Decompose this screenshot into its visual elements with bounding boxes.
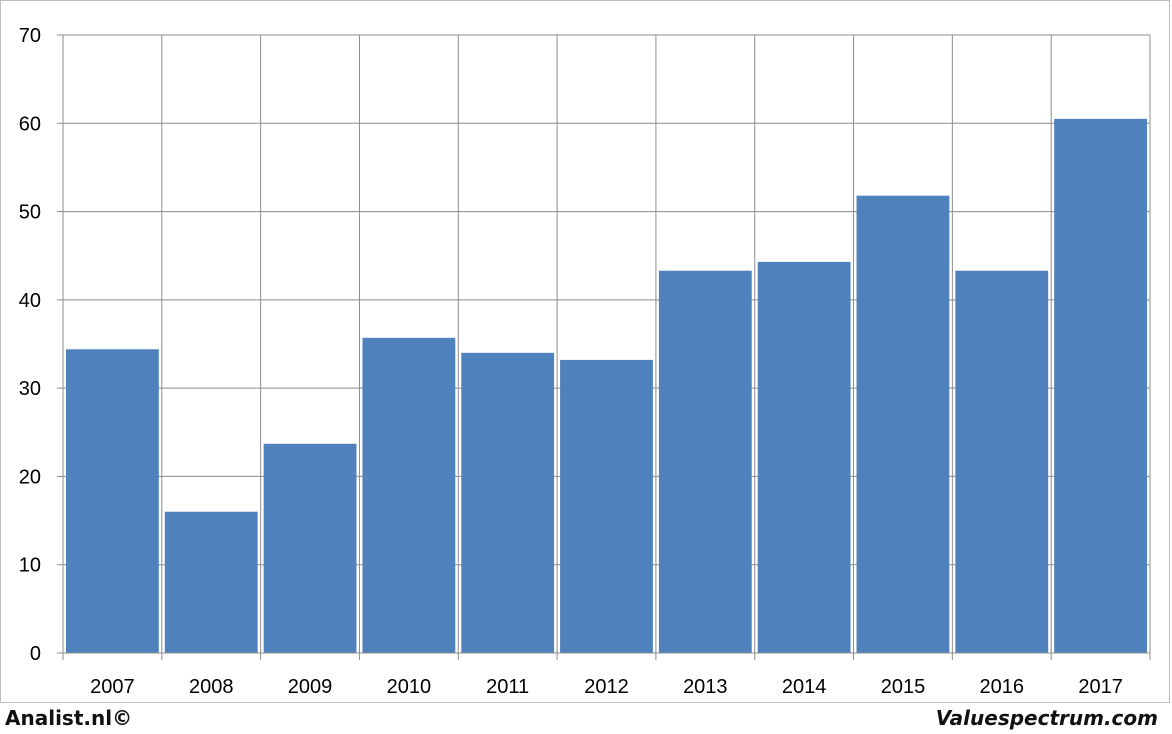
bar	[66, 349, 159, 653]
bar	[461, 352, 555, 653]
x-tick-label: 2013	[683, 676, 728, 698]
bar	[1054, 118, 1147, 653]
y-tick-label: 0	[30, 643, 41, 665]
x-tick-label: 2016	[980, 676, 1025, 698]
chart-frame: 0 10 20 30 40 50 60 70 2007 2008 2009 2010 2011 2012 2…	[0, 0, 1170, 703]
x-tick-label: 2007	[90, 676, 135, 698]
footer: Analist.nl© Valuespectrum.com	[0, 703, 1172, 734]
bar	[955, 270, 1049, 653]
y-tick-label: 30	[19, 378, 41, 400]
y-tick-label: 70	[19, 25, 41, 47]
bar	[362, 337, 456, 653]
bar-chart: 0 10 20 30 40 50 60 70 2007 2008 2009 2010 2011 2012 2…	[19, 25, 1151, 698]
y-tick-label: 20	[19, 466, 41, 488]
x-tick-label: 2009	[288, 676, 333, 698]
x-tick-label: 2015	[881, 676, 926, 698]
x-tick-label: 2011	[486, 676, 529, 698]
x-tick-label: 2017	[1078, 676, 1123, 698]
x-tick-label: 2012	[584, 676, 629, 698]
x-tick-label: 2014	[782, 676, 827, 698]
x-tick-label: 2008	[189, 676, 234, 698]
bar	[658, 270, 752, 653]
y-tick-label: 40	[19, 290, 41, 312]
valuespectrum-credit: Valuespectrum.com	[935, 706, 1158, 730]
bar	[164, 511, 258, 653]
y-tick-label: 50	[19, 202, 41, 224]
bar	[856, 195, 950, 653]
x-tick-label: 2010	[387, 676, 432, 698]
bar	[263, 443, 357, 653]
y-tick-label: 10	[19, 555, 41, 577]
y-tick-label: 60	[19, 113, 41, 135]
bar	[560, 359, 653, 653]
analist-credit: Analist.nl©	[5, 706, 133, 730]
bar	[757, 261, 851, 653]
